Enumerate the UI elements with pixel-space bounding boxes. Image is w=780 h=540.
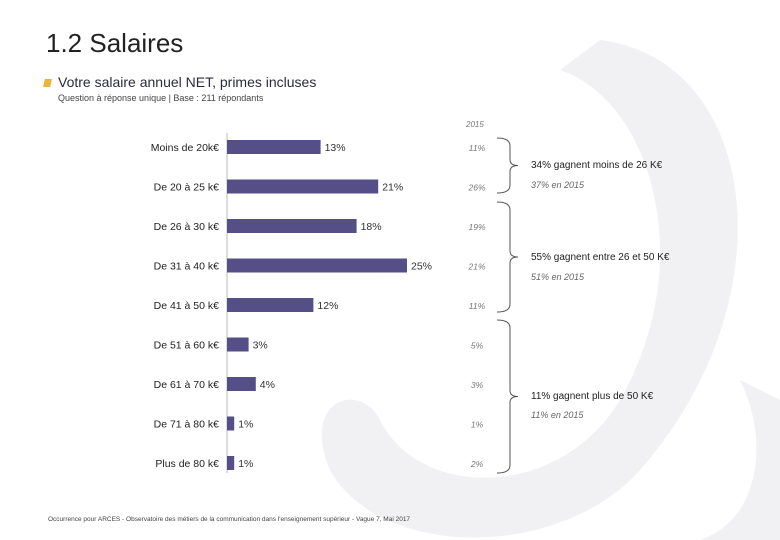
annotation-low-sub: 37% en 2015	[531, 180, 585, 190]
brace-high	[496, 319, 519, 474]
brace-low	[496, 137, 519, 194]
bar-value-label: 25%	[411, 261, 432, 273]
annotation-low-label: 34% gagnent moins de 26 K€	[531, 160, 663, 171]
bar	[227, 179, 379, 194]
annotation-high-label: 11% gagnent plus de 50 K€	[531, 391, 654, 402]
bar-value-label: 12%	[317, 300, 338, 312]
comparison-value-label: 5%	[471, 341, 484, 351]
bar-value-label: 21%	[382, 182, 403, 194]
bar-value-label: 1%	[238, 458, 253, 470]
category-label: De 26 à 30 k€	[154, 221, 220, 233]
category-label: De 61 à 70 k€	[154, 379, 220, 391]
bar-value-label: 1%	[238, 419, 253, 431]
bar	[227, 377, 256, 391]
footnote: Occurrence pour ARCES - Observatoire des…	[48, 516, 411, 523]
bar	[227, 298, 314, 312]
bar-value-label: 3%	[253, 340, 268, 352]
comparison-value-label: 21%	[467, 262, 485, 272]
category-label: De 31 à 40 k€	[154, 261, 220, 273]
bar	[227, 140, 321, 154]
bar-value-label: 18%	[361, 221, 382, 233]
comparison-year-header: 2015	[466, 120, 484, 129]
bar-value-label: 4%	[260, 379, 275, 391]
bar	[227, 456, 235, 470]
bar	[227, 337, 249, 352]
question-note: Question à réponse unique | Base : 211 r…	[58, 93, 264, 103]
comparison-value-label: 1%	[471, 420, 484, 430]
bar	[227, 258, 407, 273]
category-label: De 51 à 60 k€	[154, 340, 220, 352]
comparison-value-label: 3%	[471, 380, 484, 390]
comparison-value-label: 2%	[470, 459, 484, 469]
category-label: Plus de 80 k€	[155, 458, 219, 470]
bar-value-label: 13%	[325, 142, 346, 154]
brace-mid	[496, 201, 519, 313]
category-label: De 20 à 25 k€	[154, 182, 220, 194]
category-label: De 71 à 80 k€	[154, 419, 220, 431]
annotation-high-sub: 11% en 2015	[531, 410, 584, 420]
category-label: De 41 à 50 k€	[154, 300, 220, 312]
comparison-value-label: 11%	[469, 143, 486, 153]
chart-subtitle: Votre salaire annuel NET, primes incluse…	[58, 74, 317, 90]
bar	[227, 416, 235, 431]
bar	[227, 219, 357, 233]
page-title: 1.2 Salaires	[46, 28, 184, 58]
category-label: Moins de 20k€	[151, 142, 219, 154]
comparison-value-label: 26%	[467, 183, 485, 193]
annotation-mid-sub: 51% en 2015	[531, 272, 585, 282]
comparison-value-label: 11%	[469, 301, 486, 311]
comparison-value-label: 19%	[468, 222, 485, 232]
annotation-mid-label: 55% gagnent entre 26 et 50 K€	[531, 252, 670, 263]
